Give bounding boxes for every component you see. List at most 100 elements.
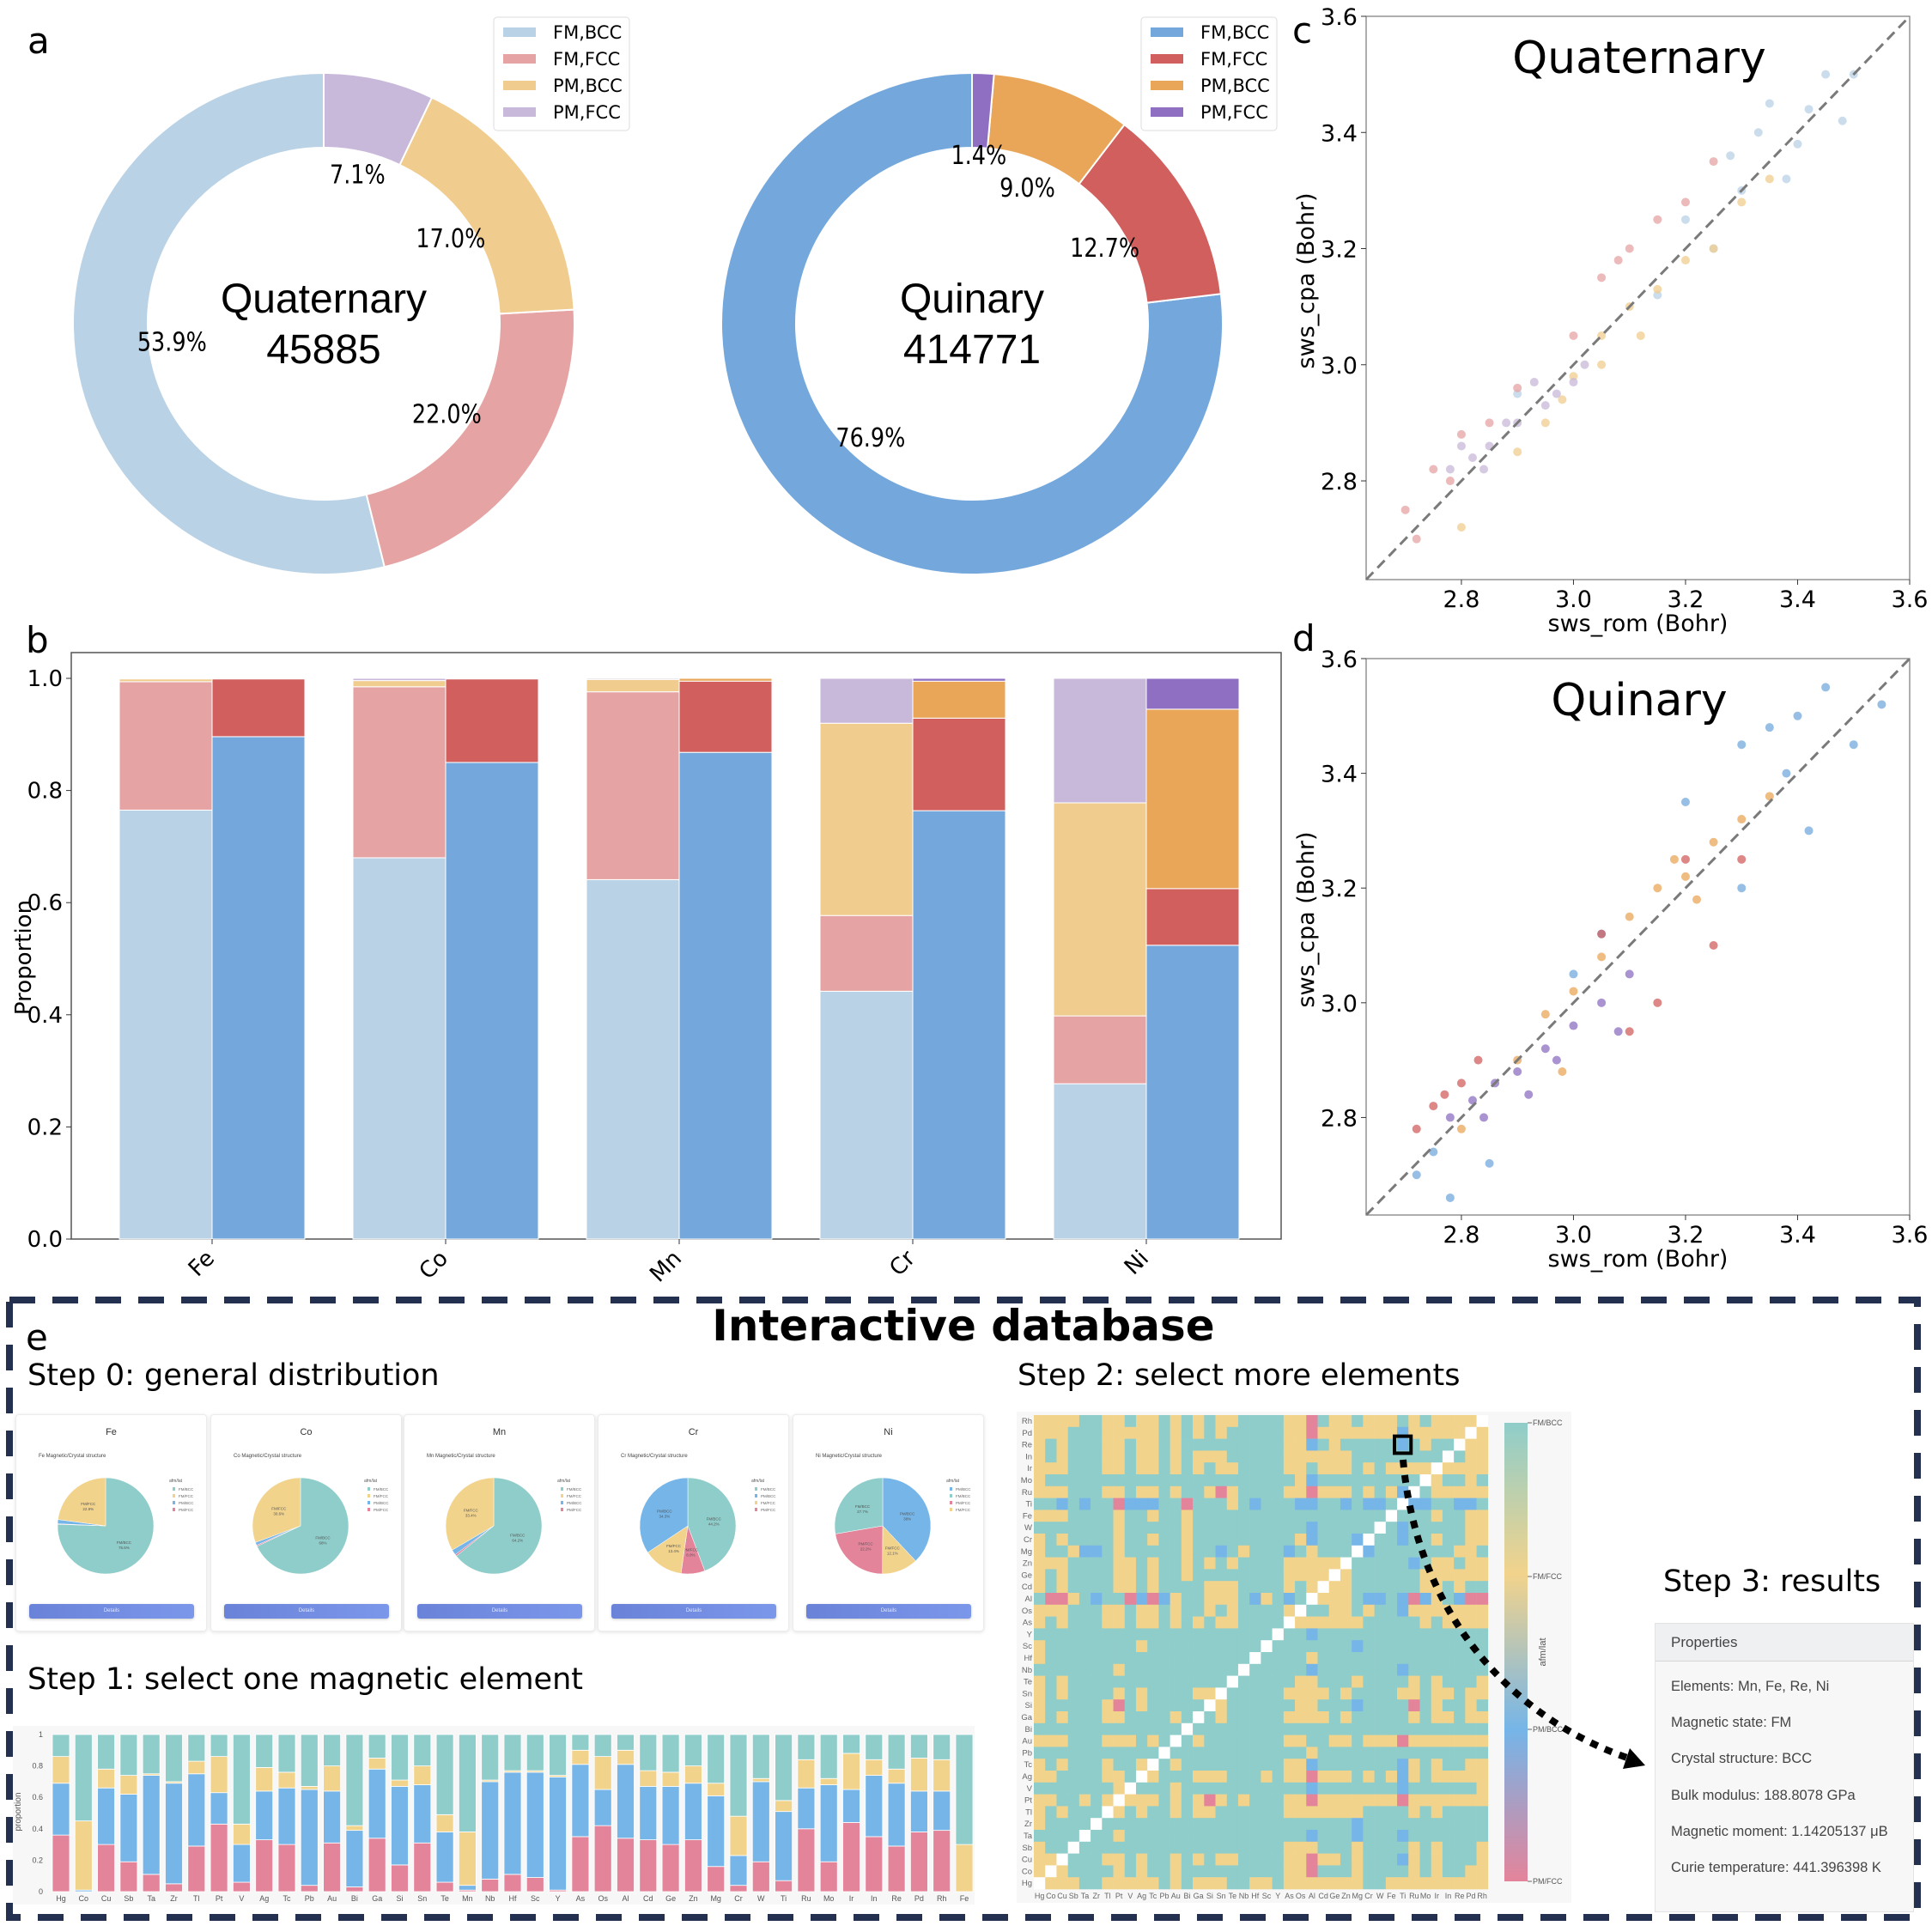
heatmap-cell[interactable]	[1135, 1498, 1148, 1510]
heatmap-cell[interactable]	[1476, 1462, 1489, 1475]
heatmap-cell[interactable]	[1476, 1877, 1489, 1890]
heatmap-cell[interactable]	[1261, 1616, 1273, 1629]
heatmap-cell[interactable]	[1067, 1841, 1080, 1854]
heatmap-cell[interactable]	[1237, 1841, 1250, 1854]
heatmap-cell[interactable]	[1215, 1438, 1228, 1451]
heatmap-cell[interactable]	[1272, 1782, 1285, 1795]
heatmap-cell[interactable]	[1170, 1438, 1182, 1451]
heatmap-cell[interactable]	[1147, 1522, 1159, 1534]
heatmap-cell[interactable]	[1454, 1865, 1466, 1878]
heatmap-cell[interactable]	[1476, 1806, 1489, 1819]
heatmap-cell[interactable]	[1352, 1534, 1364, 1546]
heatmap-cell[interactable]	[1340, 1699, 1352, 1712]
heatmap-cell[interactable]	[1431, 1818, 1443, 1831]
heatmap-cell[interactable]	[1454, 1640, 1466, 1653]
heatmap-cell[interactable]	[1034, 1759, 1046, 1771]
heatmap-cell[interactable]	[1317, 1415, 1330, 1428]
heatmap-cell[interactable]	[1408, 1759, 1420, 1771]
heatmap-cell[interactable]	[1067, 1865, 1080, 1878]
heatmap-cell[interactable]	[1193, 1628, 1205, 1641]
heatmap-cell[interactable]	[1317, 1534, 1330, 1546]
heatmap-cell[interactable]	[1215, 1722, 1228, 1735]
heatmap-cell[interactable]	[1124, 1687, 1137, 1700]
heatmap-cell[interactable]	[1034, 1522, 1046, 1534]
heatmap-cell[interactable]	[1352, 1771, 1364, 1783]
heatmap-cell[interactable]	[1408, 1865, 1420, 1878]
heatmap-cell[interactable]	[1465, 1782, 1477, 1795]
heatmap-cell[interactable]	[1102, 1474, 1114, 1487]
heatmap-cell[interactable]	[1204, 1640, 1216, 1653]
heatmap-cell[interactable]	[1034, 1877, 1046, 1890]
heatmap-cell[interactable]	[1340, 1510, 1352, 1522]
heatmap-cell[interactable]	[1045, 1735, 1057, 1747]
heatmap-cell[interactable]	[1374, 1593, 1387, 1606]
heatmap-cell[interactable]	[1034, 1557, 1046, 1570]
heatmap-cell[interactable]	[1102, 1485, 1114, 1498]
heatmap-cell[interactable]	[1158, 1415, 1170, 1428]
heatmap-cell[interactable]	[1317, 1474, 1330, 1487]
heatmap-cell[interactable]	[1067, 1640, 1080, 1653]
heatmap-cell[interactable]	[1135, 1794, 1148, 1807]
heatmap-cell[interactable]	[1056, 1569, 1068, 1582]
heatmap-cell[interactable]	[1170, 1663, 1182, 1676]
heatmap-cell[interactable]	[1181, 1640, 1194, 1653]
heatmap-cell[interactable]	[1295, 1699, 1307, 1712]
heatmap-cell[interactable]	[1465, 1522, 1477, 1534]
heatmap-cell[interactable]	[1295, 1522, 1307, 1534]
heatmap-cell[interactable]	[1454, 1853, 1466, 1866]
heatmap-cell[interactable]	[1385, 1830, 1398, 1843]
heatmap-cell[interactable]	[1306, 1699, 1318, 1712]
heatmap-cell[interactable]	[1317, 1522, 1330, 1534]
heatmap-cell[interactable]	[1147, 1462, 1159, 1475]
heatmap-cell[interactable]	[1476, 1735, 1489, 1747]
heatmap-cell[interactable]	[1340, 1498, 1352, 1510]
heatmap-cell[interactable]	[1124, 1818, 1137, 1831]
heatmap-cell[interactable]	[1170, 1426, 1182, 1439]
heatmap-cell[interactable]	[1306, 1841, 1318, 1854]
heatmap-cell[interactable]	[1397, 1687, 1409, 1700]
heatmap-cell[interactable]	[1102, 1877, 1114, 1890]
heatmap-cell[interactable]	[1328, 1759, 1341, 1771]
heatmap-cell[interactable]	[1249, 1652, 1261, 1665]
heatmap-cell[interactable]	[1352, 1450, 1364, 1463]
heatmap-cell[interactable]	[1215, 1782, 1228, 1795]
heatmap-cell[interactable]	[1034, 1415, 1046, 1428]
heatmap-cell[interactable]	[1476, 1498, 1489, 1510]
heatmap-cell[interactable]	[1328, 1485, 1341, 1498]
heatmap-cell[interactable]	[1249, 1604, 1261, 1617]
heatmap-cell[interactable]	[1158, 1498, 1170, 1510]
heatmap-cell[interactable]	[1056, 1522, 1068, 1534]
heatmap-cell[interactable]	[1385, 1818, 1398, 1831]
heatmap-cell[interactable]	[1419, 1711, 1431, 1724]
heatmap-cell[interactable]	[1045, 1877, 1057, 1890]
heatmap-cell[interactable]	[1113, 1853, 1126, 1866]
heatmap-cell[interactable]	[1181, 1522, 1194, 1534]
heatmap-cell[interactable]	[1147, 1498, 1159, 1510]
heatmap-cell[interactable]	[1340, 1450, 1352, 1463]
heatmap-cell[interactable]	[1261, 1699, 1273, 1712]
heatmap-cell[interactable]	[1408, 1604, 1420, 1617]
heatmap-cell[interactable]	[1237, 1771, 1250, 1783]
heatmap-cell[interactable]	[1045, 1534, 1057, 1546]
heatmap-cell[interactable]	[1363, 1557, 1375, 1570]
heatmap-cell[interactable]	[1237, 1628, 1250, 1641]
heatmap-cell[interactable]	[1135, 1830, 1148, 1843]
heatmap-cell[interactable]	[1363, 1534, 1375, 1546]
heatmap-cell[interactable]	[1385, 1485, 1398, 1498]
heatmap-cell[interactable]	[1193, 1747, 1205, 1759]
heatmap-cell[interactable]	[1385, 1663, 1398, 1676]
heatmap-cell[interactable]	[1283, 1557, 1296, 1570]
heatmap-cell[interactable]	[1056, 1663, 1068, 1676]
heatmap-cell[interactable]	[1419, 1450, 1431, 1463]
heatmap-cell[interactable]	[1158, 1438, 1170, 1451]
heatmap-cell[interactable]	[1397, 1581, 1409, 1594]
heatmap-cell[interactable]	[1078, 1616, 1091, 1629]
heatmap-cell[interactable]	[1113, 1687, 1126, 1700]
heatmap-cell[interactable]	[1431, 1616, 1443, 1629]
heatmap-cell[interactable]	[1272, 1604, 1285, 1617]
heatmap-cell[interactable]	[1124, 1794, 1137, 1807]
heatmap-cell[interactable]	[1317, 1581, 1330, 1594]
heatmap-cell[interactable]	[1078, 1841, 1091, 1854]
heatmap-cell[interactable]	[1170, 1569, 1182, 1582]
heatmap-cell[interactable]	[1476, 1663, 1489, 1676]
